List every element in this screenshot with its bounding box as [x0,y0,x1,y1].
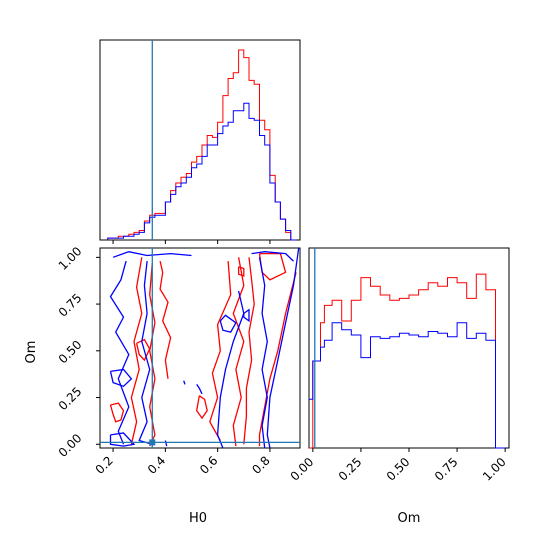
h0-hist-series-0 [107,49,297,241]
contour-line-0-0 [130,257,143,445]
contour-xtick-label-0: 0.2 [93,453,116,476]
h0-hist-series-1 [107,102,297,241]
contour-line-0-9 [258,272,297,447]
contour-line-0-6 [232,257,245,447]
contour-frame [99,247,301,449]
contour-line-0-11 [196,395,208,420]
contour-line-0-5 [209,261,232,441]
om-hist-series-1 [309,322,506,449]
contour-line-1-7 [243,308,250,323]
contour-ytick-label-3: 0.75 [56,291,85,320]
contour-truth-marker [149,439,156,446]
contour-line-1-9 [258,257,268,449]
contour-line-1-10 [266,247,300,449]
contour-line-0-4 [109,402,125,423]
contour-line-0-2 [159,260,172,379]
contour-ytick-label-1: 0.25 [56,384,85,413]
contour-line-1-5 [251,251,294,262]
contour-line-1-12 [183,380,186,385]
contour-xtick-label-1: 0.4 [145,453,168,476]
om-xtick-label-2: 0.50 [384,455,413,484]
om-ticks: 0.00 0.25 0.50 0.75 1.00 [288,448,509,484]
h0-marginal-frame [99,39,301,241]
contour-line-1-2 [138,261,153,445]
contour-line-1-1 [109,260,130,445]
om-hist-series-0 [309,273,506,449]
contour-line-1-6 [219,314,237,333]
h0-om-contour-panel: 0.2 0.4 0.6 0.8 0.00 0.25 0.50 0.75 1.00 H0 Om [24,244,301,526]
h0-histogram-series [107,40,297,244]
x-axis-label-h0: H0 [189,511,207,526]
contour-series [100,247,300,449]
contour-xtick-label-3: 0.8 [249,453,272,476]
h0-marginal-panel [99,39,301,244]
x-axis-label-om: Om [398,511,421,526]
contour-line-1-11 [196,384,203,395]
contour-line-0-3 [135,338,151,362]
om-xtick-label-4: 1.00 [480,455,509,484]
contour-line-1-3 [109,368,133,388]
y-axis-label-om: Om [24,341,39,364]
contour-line-1-13 [164,440,168,447]
om-marginal-panel: 0.00 0.25 0.50 0.75 1.00 Om [288,247,510,526]
contour-xtick-label-2: 0.6 [197,453,220,476]
contour-line-1-8 [216,290,245,449]
om-histogram-series [309,248,506,449]
om-marginal-frame [308,247,510,449]
om-xtick-label-3: 0.75 [432,455,461,484]
contour-ytick-label-2: 0.50 [56,338,85,367]
contour-ytick-label-4: 1.00 [56,244,85,273]
contour-line-0-10 [237,266,245,277]
om-xtick-label-0: 0.00 [288,455,317,484]
contour-ytick-label-0: 0.00 [56,431,85,460]
contour-line-1-0 [112,251,192,258]
om-xtick-label-1: 0.25 [336,455,365,484]
contour-line-0-7 [243,257,255,445]
